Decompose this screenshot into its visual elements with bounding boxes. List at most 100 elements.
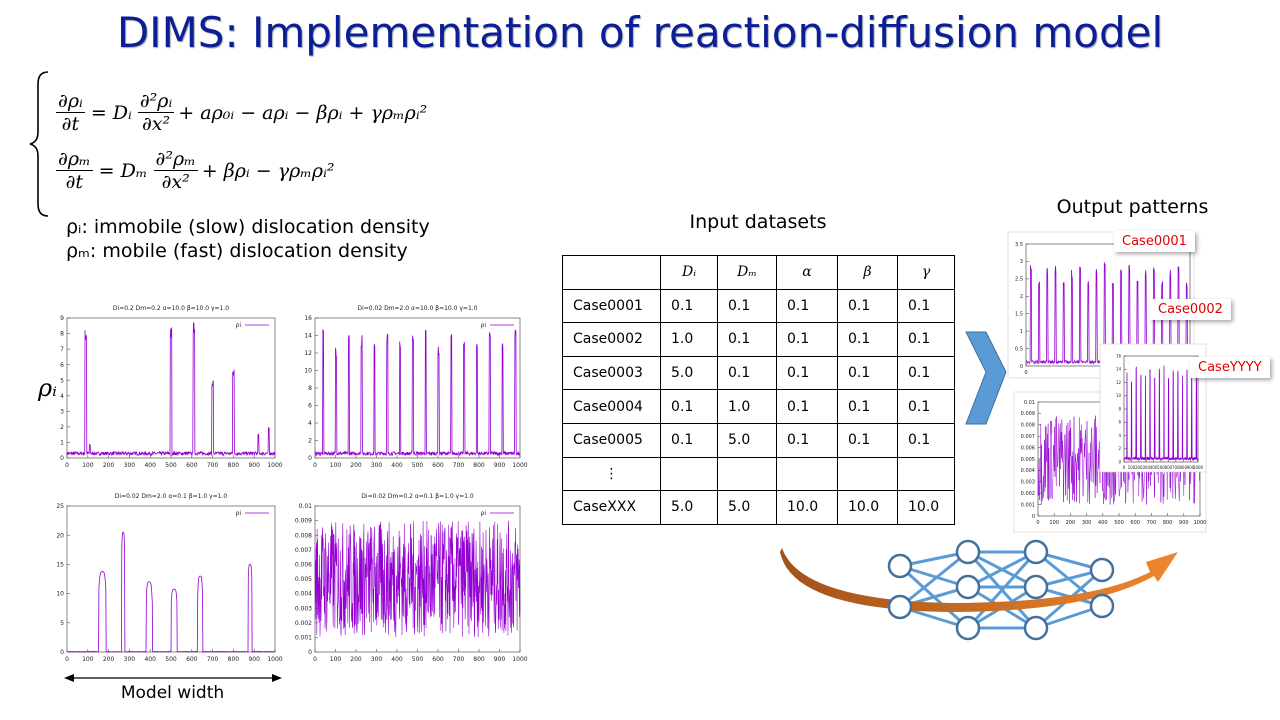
- table-cell: 0.1: [660, 422, 718, 458]
- coefficient: = Dᵢ: [90, 101, 132, 124]
- equation: ∂ρₘ ∂t = Dₘ ∂²ρₘ ∂x² + βρᵢ − γρₘρᵢ²: [52, 148, 335, 193]
- x-tick-label: 900: [494, 656, 506, 663]
- y-tick-label: 2: [308, 438, 312, 445]
- x-tick-label: 500: [165, 656, 177, 663]
- y-tick-label: 6: [308, 403, 312, 410]
- x-tick-label: 800: [228, 462, 240, 469]
- y-tick-label: 12: [1116, 380, 1122, 385]
- x-tick-label: 800: [473, 462, 485, 469]
- table-row: ⋮: [562, 456, 955, 492]
- plot-title: Di=0.2 Dm=0.2 α=10.0 β=10.0 γ=1.0: [113, 305, 229, 312]
- table-cell: 0.1: [837, 288, 898, 324]
- y-tick-label: 0.005: [1021, 457, 1035, 463]
- table-cell: 0.1: [776, 322, 838, 357]
- y-tick-label: 4: [60, 393, 64, 400]
- table-cell: 0.1: [897, 322, 955, 357]
- y-tick-label: 4: [1118, 433, 1121, 438]
- table-cell: Case0001: [562, 288, 661, 324]
- output-thumbnails: 00.511.522.533.5010000.0010.0020.0030.00…: [1007, 231, 1206, 533]
- legend-label: ρi: [236, 510, 242, 517]
- x-tick-label: 200: [350, 656, 362, 663]
- x-tick-label: 1000: [512, 462, 527, 469]
- x-tick-label: 300: [371, 462, 383, 469]
- table-cell: [717, 456, 777, 492]
- legend-label: ρi: [481, 510, 487, 517]
- nn-node: [1023, 615, 1049, 641]
- table-header: γ: [897, 255, 955, 290]
- y-tick-label: 8: [1118, 406, 1121, 411]
- x-tick-label: 600: [186, 462, 198, 469]
- x-tick-label: 100: [82, 656, 94, 663]
- table-cell: [776, 456, 838, 492]
- nn-node: [1089, 593, 1115, 619]
- table-cell: 0.1: [897, 389, 955, 424]
- x-tick-label: 300: [1082, 520, 1092, 526]
- y-tick-label: 1: [60, 440, 64, 447]
- equation: ∂ρᵢ ∂t = Dᵢ ∂²ρᵢ ∂x² + aρ₀ᵢ − aρᵢ − βρᵢ + γρₘ…: [52, 90, 427, 135]
- y-tick-label: 0: [1032, 514, 1035, 520]
- y-tick-label: 0.004: [295, 591, 312, 598]
- definition: ρₘ: mobile (fast) dislocation density: [66, 240, 408, 262]
- table-row: Case0005 0.1 5.0 0.1 0.1 0.1: [562, 422, 955, 458]
- table-header: Dₘ: [717, 255, 777, 290]
- case-label: Case0001: [1114, 231, 1195, 252]
- table-cell: 5.0: [717, 490, 777, 525]
- table-cell: 0.1: [776, 422, 838, 458]
- y-tick-label: 6: [1118, 420, 1121, 425]
- y-tick-label: 0: [308, 455, 312, 462]
- table-cell: 0.1: [776, 355, 838, 391]
- flow-arrow: [780, 548, 1178, 612]
- table-cell: ⋮: [562, 456, 661, 492]
- table-cell: CaseXXX: [562, 490, 661, 525]
- y-tick-label: 0: [60, 455, 64, 462]
- x-tick-label: 900: [1179, 520, 1189, 526]
- x-tick-label: 600: [1165, 465, 1173, 470]
- y-tick-label: 0.01: [299, 503, 313, 510]
- x-tick-label: 200: [1135, 465, 1143, 470]
- y-tick-label: 0: [1020, 364, 1023, 370]
- table-cell: 0.1: [660, 288, 718, 324]
- y-tick-label: 6: [60, 362, 64, 369]
- table-cell: 1.0: [660, 322, 718, 357]
- x-tick-label: 1000: [267, 656, 282, 663]
- signal-line: [314, 329, 521, 457]
- table-header: α: [776, 255, 838, 290]
- legend-label: ρi: [236, 322, 242, 329]
- y-tick-label: 10: [56, 591, 64, 598]
- table-cell: 0.1: [837, 422, 898, 458]
- x-tick-label: 800: [1163, 520, 1173, 526]
- definition: ρᵢ: immobile (slow) dislocation density: [66, 216, 430, 238]
- table-cell: 0.1: [837, 322, 898, 357]
- process-arrow: [965, 331, 1007, 425]
- y-tick-label: 0.001: [1021, 502, 1035, 508]
- signal-line: [66, 531, 276, 653]
- table-cell: 5.0: [717, 422, 777, 458]
- y-tick-label: 2: [1118, 446, 1121, 451]
- fraction: ∂ρᵢ ∂t: [56, 90, 85, 135]
- y-tick-label: 0.002: [1021, 491, 1035, 497]
- y-tick-label: 0.004: [1021, 468, 1035, 474]
- x-tick-label: 700: [207, 462, 219, 469]
- table-row: Dᵢ Dₘ α β γ: [562, 255, 955, 290]
- nn-node: [887, 553, 913, 579]
- signal-line: [1123, 365, 1199, 462]
- numerator: ∂ρᵢ: [56, 90, 85, 113]
- y-tick-label: 0: [1118, 459, 1121, 464]
- y-tick-label: 25: [56, 503, 64, 510]
- x-tick-label: 200: [350, 462, 362, 469]
- y-tick-label: 10: [1116, 393, 1122, 398]
- x-tick-label: 800: [1179, 465, 1187, 470]
- y-tick-label: 0.008: [295, 532, 312, 539]
- table-cell: [562, 255, 661, 290]
- table-cell: Case0005: [562, 422, 661, 458]
- case-label: CaseYYYY: [1190, 357, 1270, 378]
- x-tick-label: 900: [1187, 465, 1195, 470]
- table-cell: 0.1: [897, 288, 955, 324]
- table-cell: 0.1: [660, 389, 718, 424]
- x-tick-label: 700: [207, 656, 219, 663]
- y-tick-label: 0.001: [295, 635, 312, 642]
- y-tick-label: 0.006: [295, 562, 312, 569]
- y-tick-label: 8: [60, 331, 64, 338]
- x-tick-label: 300: [124, 462, 136, 469]
